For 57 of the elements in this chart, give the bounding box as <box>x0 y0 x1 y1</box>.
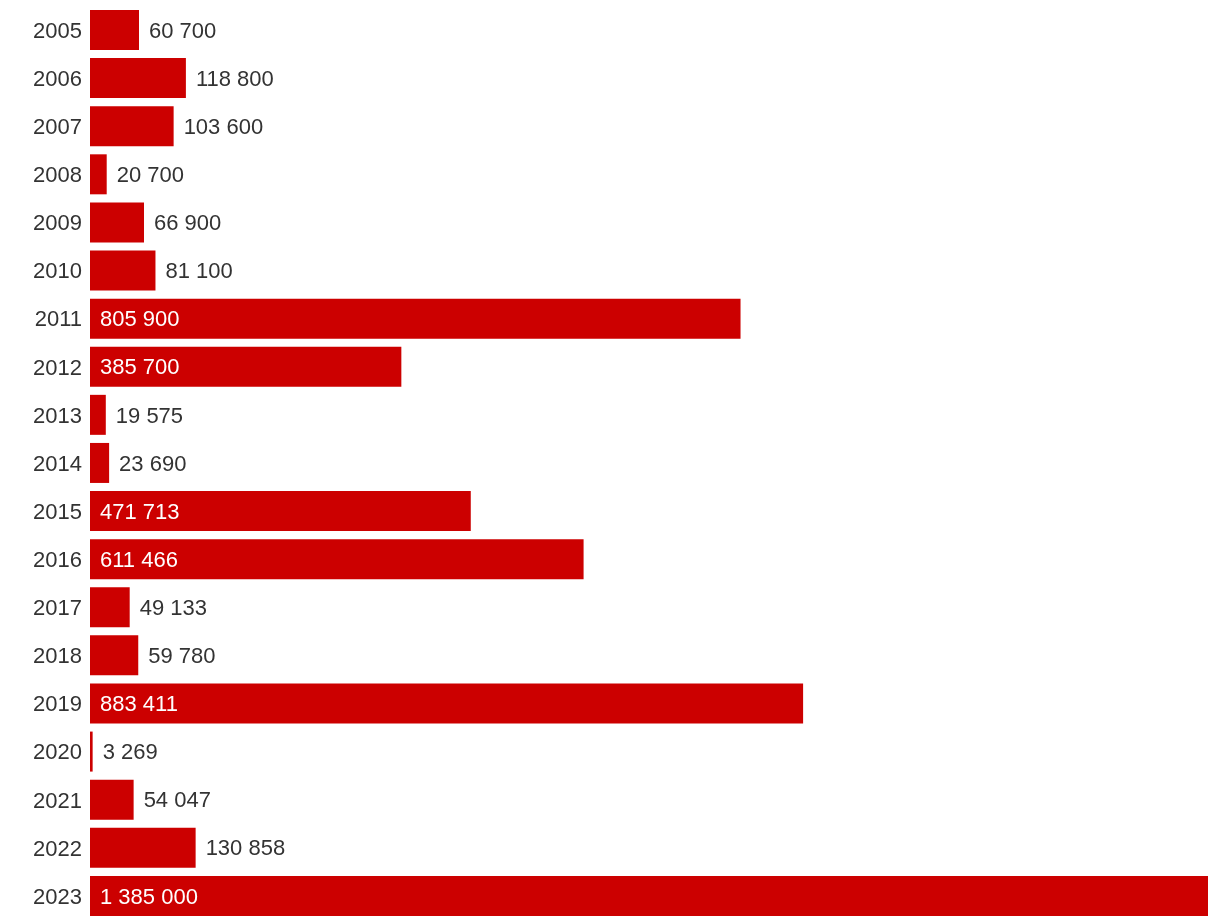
y-tick-label: 2016 <box>33 547 82 573</box>
bar <box>90 298 741 339</box>
data-label: 118 800 <box>195 65 274 91</box>
y-tick-label: 2009 <box>33 210 82 236</box>
y-tick-label: 2022 <box>33 835 82 861</box>
y-tick-label: 2015 <box>33 498 82 524</box>
data-label: 66 900 <box>154 210 222 236</box>
y-tick-label: 2007 <box>33 114 82 140</box>
bar <box>90 154 107 195</box>
data-label: 611 466 <box>100 546 178 572</box>
data-label: 385 700 <box>100 354 180 380</box>
y-tick-label: 2005 <box>33 17 82 43</box>
bar <box>90 202 144 243</box>
data-label: 471 713 <box>100 498 180 524</box>
y-tick-label: 2023 <box>33 883 82 909</box>
bar <box>90 779 134 820</box>
bar <box>90 394 106 435</box>
bar <box>90 875 1208 916</box>
y-tick-label: 2011 <box>34 306 82 332</box>
y-tick-label: 2008 <box>33 162 82 188</box>
bar <box>90 250 156 291</box>
data-label: 20 700 <box>116 162 185 188</box>
y-tick-label: 2010 <box>33 258 82 284</box>
bar <box>90 587 130 628</box>
y-tick-label: 2017 <box>33 595 82 621</box>
bar <box>90 491 471 532</box>
bar <box>90 635 139 676</box>
data-label: 130 858 <box>205 835 286 861</box>
data-label: 1 385 000 <box>100 883 198 909</box>
data-label: 54 047 <box>143 787 211 813</box>
bar <box>90 346 402 387</box>
data-label: 19 575 <box>115 402 184 428</box>
bar <box>90 539 584 580</box>
data-label: 60 700 <box>149 17 217 43</box>
data-label: 103 600 <box>183 113 264 139</box>
y-tick-label: 2006 <box>33 65 82 91</box>
y-tick-label: 2018 <box>33 643 82 669</box>
bar <box>90 731 93 772</box>
bar <box>90 10 139 50</box>
y-tick-label: 2014 <box>33 450 82 476</box>
data-label: 3 269 <box>102 739 158 765</box>
data-label: 805 900 <box>100 306 180 332</box>
data-label: 883 411 <box>100 691 178 717</box>
data-label: 23 690 <box>119 450 187 476</box>
data-label: 49 133 <box>139 594 207 620</box>
bar <box>90 58 186 99</box>
bar <box>90 106 174 147</box>
y-tick-label: 2021 <box>33 787 82 813</box>
bar <box>90 442 110 483</box>
data-label: 81 100 <box>165 258 233 284</box>
y-tick-label: 2019 <box>33 691 82 717</box>
y-tick-label: 2020 <box>33 739 82 765</box>
y-tick-label: 2012 <box>33 354 82 380</box>
data-label: 59 780 <box>148 643 216 669</box>
y-tick-label: 2013 <box>33 402 82 428</box>
bar <box>90 683 804 724</box>
bar <box>90 827 196 868</box>
